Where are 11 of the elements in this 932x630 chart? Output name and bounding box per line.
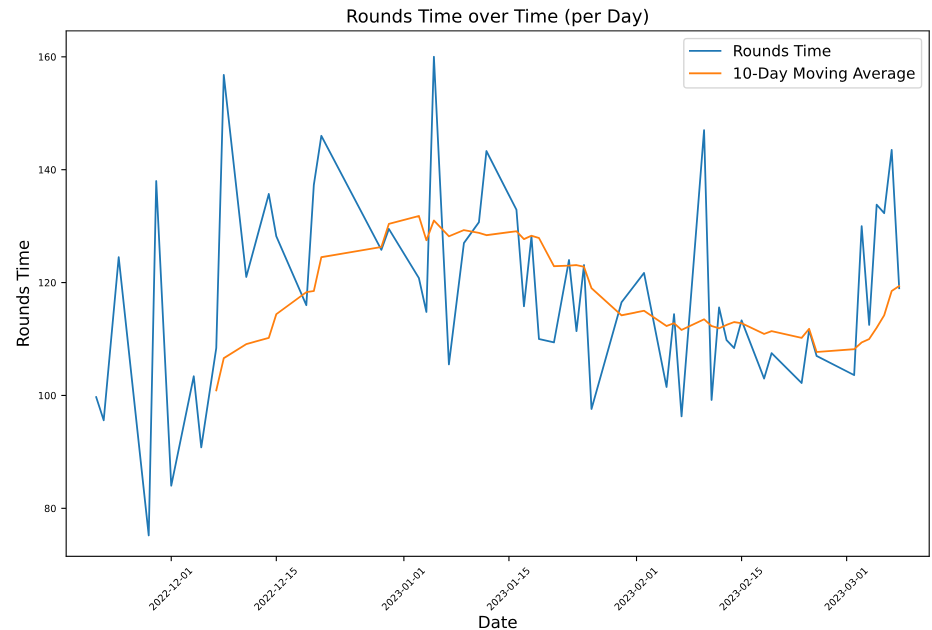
y-tick-label: 140 xyxy=(38,166,56,174)
y-axis-title: Rounds Time xyxy=(16,240,30,346)
x-axis-title: Date xyxy=(479,616,517,628)
y-tick-label: 80 xyxy=(44,504,56,512)
chart-title: Rounds Time over Time (per Day) xyxy=(348,8,648,26)
legend-label: Rounds Time xyxy=(734,44,830,56)
y-tick-label: 100 xyxy=(38,392,56,400)
line-series xyxy=(215,215,900,392)
y-tick-label: 120 xyxy=(38,279,56,286)
legend-label: 10-Day Moving Average xyxy=(734,67,915,82)
y-tick-label: 160 xyxy=(38,53,56,61)
